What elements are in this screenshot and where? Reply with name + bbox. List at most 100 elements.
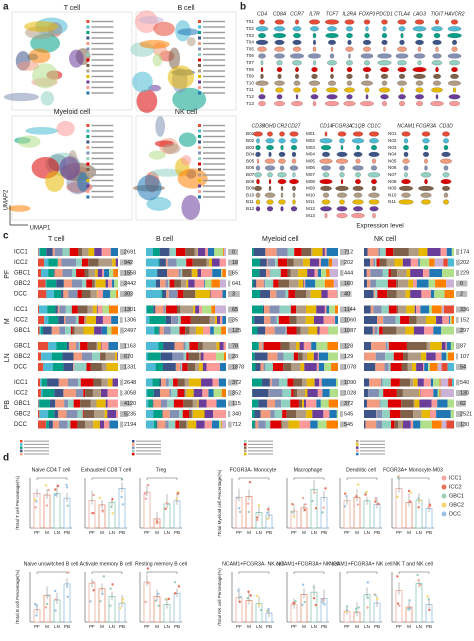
- gene-label: IL7R: [309, 11, 320, 17]
- composition-segment: [259, 258, 267, 267]
- composition-segment: [101, 342, 102, 350]
- composition-segment: [78, 342, 81, 350]
- sample-dot: [66, 504, 69, 507]
- legend-swatch: [86, 157, 90, 160]
- sample-dot: [426, 595, 429, 598]
- violin: [443, 192, 449, 198]
- composition-segment: [388, 269, 391, 277]
- composition-segment: [40, 378, 42, 387]
- violin: [260, 73, 264, 79]
- composition-segment: [252, 248, 254, 256]
- composition-segment: [219, 342, 224, 350]
- composition-segment: [52, 363, 64, 371]
- legend-text-stub: [136, 447, 161, 449]
- sample-dot: [301, 496, 305, 500]
- legend-dot: [441, 475, 447, 481]
- composition-segment: [161, 290, 163, 298]
- composition-segment: [277, 258, 288, 267]
- composition-segment: [157, 420, 166, 429]
- composition-segment: [274, 410, 283, 418]
- count-bar: [120, 390, 123, 396]
- sample-dot: [324, 487, 327, 490]
- violin: [401, 131, 411, 137]
- x-tick-label: PB: [174, 624, 180, 629]
- composition-segment: [252, 410, 255, 418]
- sample-dot: [374, 593, 377, 597]
- composition-segment: [408, 248, 419, 256]
- cell-count: 2: [460, 291, 463, 297]
- composition-segment: [192, 399, 198, 408]
- composition-segment: [269, 269, 271, 277]
- sample-dot: [374, 500, 377, 503]
- violin: [442, 185, 450, 191]
- composition-segment: [264, 305, 270, 314]
- violin: [344, 87, 355, 93]
- composition-segment: [174, 279, 182, 288]
- x-tick-label: PF: [291, 530, 297, 535]
- sample-dot: [66, 585, 69, 588]
- composition-segment: [364, 269, 367, 277]
- composition-segment: [389, 410, 401, 418]
- legend-swatch: [86, 36, 90, 40]
- x-tick-label: PF: [291, 624, 297, 629]
- sample-dot: [427, 598, 431, 601]
- cluster: [152, 53, 163, 67]
- sample-dot: [54, 609, 57, 612]
- violin: [351, 138, 365, 144]
- cell-count: 1028: [344, 390, 356, 396]
- composition-segment: [258, 342, 263, 350]
- legend-text-stub: [203, 157, 225, 160]
- composition-segment: [373, 258, 376, 267]
- count-bar: [228, 306, 239, 313]
- violin: [309, 19, 320, 25]
- sample-dot: [34, 506, 37, 509]
- violin: [352, 131, 364, 137]
- gene-label: FCGR3A: [332, 123, 353, 129]
- sample-dot: [314, 507, 318, 510]
- sample-dot: [304, 503, 307, 506]
- composition-segment: [293, 352, 299, 361]
- composition-segment: [419, 389, 421, 397]
- composition-segment: [218, 378, 226, 387]
- composition-segment: [408, 279, 414, 288]
- violin: [265, 138, 275, 144]
- composition-segment: [87, 305, 93, 314]
- violin: [328, 39, 336, 45]
- cell-count: 540: [460, 380, 469, 386]
- composition-segment: [78, 248, 82, 256]
- composition-segment: [267, 399, 275, 408]
- violin: [352, 165, 364, 171]
- violin: [290, 53, 304, 59]
- cell-count: 1558: [124, 270, 136, 276]
- violin: [340, 145, 344, 151]
- composition-segment: [39, 399, 50, 408]
- composition-segment: [146, 420, 154, 429]
- composition-segment: [38, 258, 45, 267]
- composition-segment: [38, 248, 39, 256]
- violin: [255, 206, 261, 212]
- violin: [340, 179, 344, 185]
- composition-segment: [295, 342, 300, 350]
- composition-segment: [281, 420, 283, 429]
- sample-dot: [247, 502, 250, 505]
- composition-segment: [38, 248, 40, 256]
- violin: [253, 131, 263, 137]
- cluster: [59, 156, 80, 181]
- count-bar: [228, 390, 235, 396]
- composition-segment: [38, 410, 40, 418]
- cell-count: 174: [460, 249, 469, 255]
- x-tick-label: PB: [321, 530, 327, 535]
- cluster: [148, 150, 166, 160]
- composition-segment: [328, 399, 338, 408]
- x-tick-label: M: [302, 624, 306, 629]
- cell-count: 297: [460, 328, 469, 334]
- violin: [404, 172, 408, 178]
- composition-segment: [317, 420, 327, 429]
- sample-dot: [44, 606, 48, 609]
- x-tick-label: PF: [236, 624, 242, 629]
- composition-segment: [165, 305, 177, 314]
- composition-segment: [96, 290, 98, 298]
- composition-segment: [435, 279, 447, 288]
- cell-count: 942: [124, 260, 133, 266]
- composition-segment: [442, 316, 450, 324]
